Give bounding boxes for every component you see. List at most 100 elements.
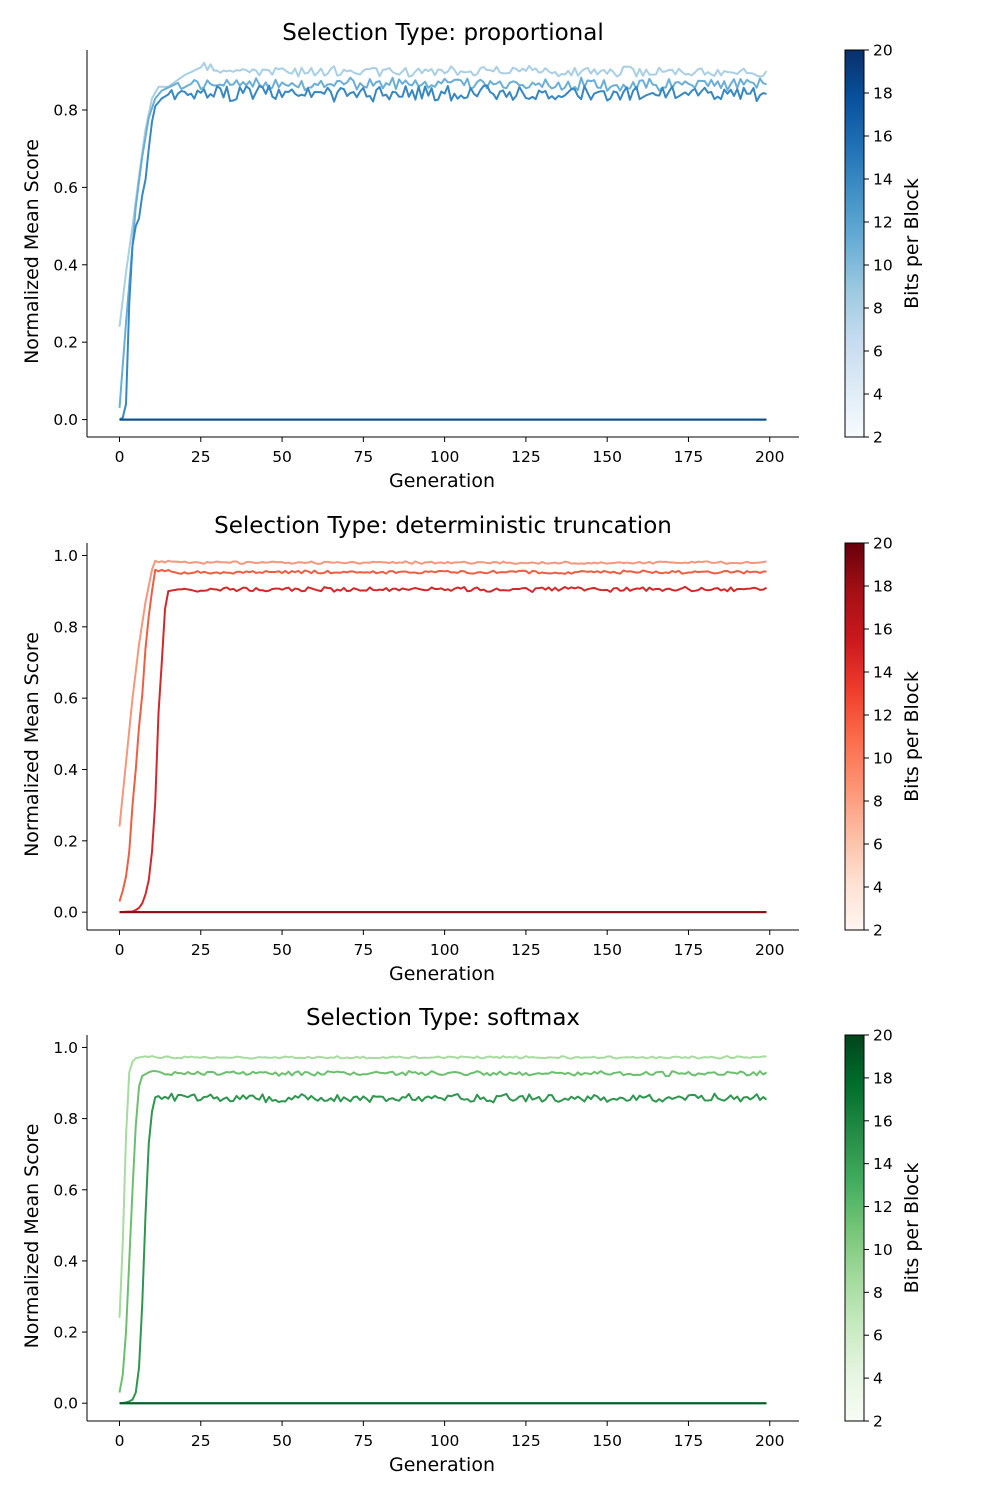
series-line-bits-8: [118, 1055, 767, 1318]
colorbar-tick-label: 12: [873, 214, 893, 232]
chart-panel-3: Selection Type: softmax 0 25 50 75 100 125 150 1…: [21, 1005, 923, 1476]
x-tick-label: 125: [511, 1432, 541, 1450]
x-tick-label: 200: [755, 1432, 785, 1450]
x-tick-label: 100: [430, 448, 460, 466]
x-tick-label: 50: [272, 1432, 292, 1450]
y-axis-label: Normalized Mean Score: [21, 632, 43, 857]
colorbar-tick-label: 20: [873, 535, 893, 553]
chart-panel-2: Selection Type: deterministic truncation…: [21, 513, 923, 985]
colorbar-tick-label: 12: [873, 1198, 893, 1216]
colorbar-tick-label: 10: [873, 750, 893, 768]
x-tick-label: 0: [115, 941, 125, 959]
colorbar-tick-label: 8: [873, 300, 883, 318]
colorbar-tick-label: 16: [873, 128, 893, 146]
y-tick-label: 1.0: [53, 547, 78, 565]
x-tick-label: 125: [511, 941, 541, 959]
series-line-bits-10: [118, 568, 767, 902]
y-tick-label: 0.8: [53, 618, 78, 636]
colorbar-tick-label: 2: [873, 922, 883, 940]
x-tick-label: 200: [755, 448, 785, 466]
chart-title: Selection Type: softmax: [306, 1005, 580, 1031]
colorbar-label: Bits per Block: [901, 178, 923, 309]
y-tick-label: 0.6: [53, 179, 78, 197]
y-tick-label: 0.2: [53, 832, 78, 850]
series-line-bits-10: [118, 1070, 768, 1393]
x-tick-label: 75: [353, 1432, 373, 1450]
x-tick-label: 50: [272, 448, 292, 466]
colorbar-label: Bits per Block: [901, 1163, 923, 1294]
y-tick-label: 0.4: [53, 256, 78, 274]
colorbar: [844, 1034, 865, 1422]
chart-title: Selection Type: proportional: [282, 20, 603, 46]
colorbar-tick-label: 18: [873, 578, 893, 596]
series-line-bits-10: [118, 76, 767, 409]
x-tick-label: 150: [592, 1432, 622, 1450]
colorbar: [844, 542, 865, 931]
y-tick-label: 0.6: [53, 1181, 78, 1199]
x-tick-label: 25: [191, 941, 211, 959]
y-axis-label: Normalized Mean Score: [21, 1124, 43, 1349]
x-tick-label: 75: [353, 448, 373, 466]
x-tick-label: 100: [430, 941, 460, 959]
colorbar-tick-label: 14: [873, 1155, 893, 1173]
colorbar-tick-label: 12: [873, 707, 893, 725]
colorbar-tick-label: 14: [873, 171, 893, 189]
y-tick-label: 0.0: [53, 1395, 78, 1413]
x-axis-label: Generation: [389, 963, 495, 985]
colorbar-tick-label: 4: [873, 879, 883, 897]
x-tick-label: 150: [592, 448, 622, 466]
x-tick-label: 150: [592, 941, 622, 959]
colorbar: [844, 49, 865, 438]
colorbar-tick-label: 20: [873, 42, 893, 60]
x-tick-label: 100: [430, 1432, 460, 1450]
x-tick-label: 175: [674, 448, 704, 466]
x-axis-label: Generation: [389, 1454, 495, 1476]
y-tick-label: 0.0: [53, 904, 78, 922]
x-tick-label: 25: [191, 448, 211, 466]
y-tick-label: 0.4: [53, 1252, 78, 1270]
colorbar-tick-label: 8: [873, 1284, 883, 1302]
y-axis-label: Normalized Mean Score: [21, 139, 43, 364]
x-tick-label: 200: [755, 941, 785, 959]
colorbar-tick-label: 18: [873, 1069, 893, 1087]
chart-title: Selection Type: deterministic truncation: [214, 513, 672, 539]
x-tick-label: 175: [674, 941, 704, 959]
colorbar-tick-label: 10: [873, 257, 893, 275]
series-line-bits-12: [118, 84, 767, 421]
colorbar-tick-label: 16: [873, 1112, 893, 1130]
colorbar-label: Bits per Block: [901, 671, 923, 802]
colorbar-tick-label: 6: [873, 343, 883, 361]
x-tick-label: 0: [115, 1432, 125, 1450]
series-line-bits-8: [118, 61, 768, 327]
y-tick-label: 0.4: [53, 761, 78, 779]
colorbar-tick-label: 18: [873, 85, 893, 103]
colorbar-tick-label: 20: [873, 1027, 893, 1045]
chart-panel-1: Selection Type: proportional 0 25 50 75 100 12…: [21, 20, 923, 492]
y-tick-label: 0.0: [53, 411, 78, 429]
x-axis-label: Generation: [389, 470, 495, 492]
colorbar-tick-label: 6: [873, 836, 883, 854]
colorbar-tick-label: 14: [873, 664, 893, 682]
x-tick-label: 175: [674, 1432, 704, 1450]
colorbar-tick-label: 16: [873, 621, 893, 639]
x-tick-label: 0: [115, 448, 125, 466]
colorbar-tick-label: 2: [873, 1413, 883, 1431]
x-tick-label: 125: [511, 448, 541, 466]
x-tick-label: 50: [272, 941, 292, 959]
y-tick-label: 1.0: [53, 1039, 78, 1057]
y-tick-label: 0.2: [53, 334, 78, 352]
colorbar-tick-label: 8: [873, 793, 883, 811]
y-tick-label: 0.8: [53, 1110, 78, 1128]
colorbar-tick-label: 2: [873, 429, 883, 447]
series-line-bits-12: [119, 585, 767, 914]
colorbar-tick-label: 4: [873, 386, 883, 404]
colorbar-tick-label: 4: [873, 1370, 883, 1388]
x-tick-label: 75: [353, 941, 373, 959]
colorbar-tick-label: 10: [873, 1241, 893, 1259]
y-tick-label: 0.8: [53, 101, 78, 119]
x-tick-label: 25: [191, 1432, 211, 1450]
colorbar-tick-label: 6: [873, 1327, 883, 1345]
y-tick-label: 0.6: [53, 690, 78, 708]
series-line-bits-8: [118, 559, 767, 827]
